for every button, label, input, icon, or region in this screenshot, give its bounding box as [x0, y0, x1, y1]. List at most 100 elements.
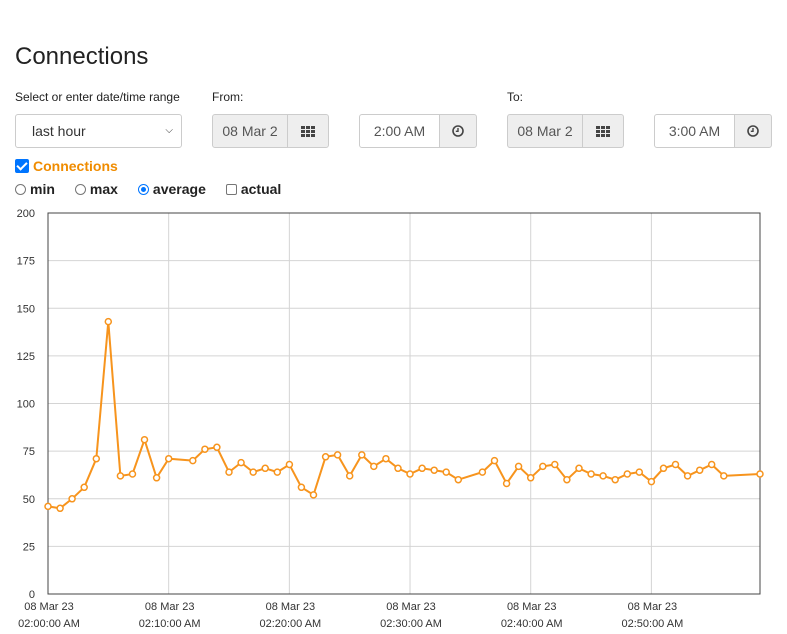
range-select[interactable]: last hour ⌵ — [15, 114, 182, 148]
x-tick-time-label: 02:10:00 AM — [139, 618, 201, 630]
calendar-grid-icon — [596, 125, 610, 137]
data-point — [720, 472, 728, 480]
data-point — [345, 472, 354, 480]
to-date-input[interactable]: 08 Mar 2 — [507, 114, 583, 148]
connections-checkbox[interactable] — [15, 159, 29, 173]
data-point — [104, 317, 113, 326]
data-point — [333, 451, 342, 459]
mode-max-label: max — [89, 181, 118, 197]
data-point — [225, 468, 233, 476]
y-tick-label: 75 — [23, 446, 35, 458]
mode-average-radio[interactable] — [137, 183, 149, 195]
data-point — [164, 454, 173, 463]
calendar-grid-icon — [301, 125, 315, 137]
data-point — [370, 462, 378, 471]
to-time-picker-button[interactable] — [734, 114, 772, 148]
mode-min-radio[interactable] — [15, 183, 26, 195]
data-point — [539, 462, 547, 471]
data-point — [587, 470, 595, 478]
range-select-value: last hour — [32, 123, 86, 139]
data-point — [44, 502, 52, 511]
to-date-picker-button[interactable] — [582, 114, 624, 148]
mode-max-radio[interactable] — [74, 183, 86, 195]
y-tick-label: 150 — [17, 303, 35, 315]
x-tick-date-label: 08 Mar 23 — [507, 601, 557, 613]
data-point — [152, 474, 161, 482]
mode-max-option[interactable]: max — [74, 181, 118, 197]
data-point — [454, 475, 463, 484]
aggregation-mode-group: min max average actual — [15, 181, 301, 197]
data-point — [237, 458, 245, 467]
data-point — [575, 464, 583, 473]
x-tick-date-label: 08 Mar 23 — [24, 601, 74, 613]
data-point — [623, 470, 632, 478]
x-tick-time-label: 02:30:00 AM — [380, 618, 442, 630]
data-point — [490, 456, 499, 465]
data-point — [502, 479, 511, 488]
x-tick-time-label: 02:50:00 AM — [621, 618, 683, 630]
clock-icon — [747, 125, 759, 137]
data-point — [647, 477, 656, 486]
from-date-picker-button[interactable] — [287, 114, 329, 148]
data-point — [321, 453, 330, 461]
data-point — [430, 466, 438, 474]
data-point — [563, 475, 571, 484]
data-point — [68, 495, 76, 503]
data-point — [394, 464, 402, 473]
clock-icon — [452, 125, 464, 137]
range-label: Select or enter date/time range — [15, 90, 180, 104]
chevron-down-icon: ⌵ — [165, 125, 173, 136]
from-date-input[interactable]: 08 Mar 2 — [212, 114, 288, 148]
y-tick-label: 200 — [17, 208, 35, 220]
data-point — [56, 504, 64, 513]
x-tick-time-label: 02:40:00 AM — [501, 618, 563, 630]
x-tick-time-label: 02:20:00 AM — [259, 618, 321, 630]
data-point — [551, 460, 559, 469]
data-point — [659, 464, 668, 473]
plot-area-frame — [47, 212, 761, 595]
data-point — [418, 464, 426, 473]
data-point — [599, 472, 607, 480]
data-point — [526, 474, 535, 482]
connections-chart: 0 25 50 75 100 125 150 175 200 08 Mar 23 02:00:00 … — [17, 208, 764, 630]
data-point — [671, 460, 680, 469]
data-point — [213, 443, 221, 452]
to-label: To: — [507, 90, 524, 104]
mode-actual-option[interactable]: actual — [225, 181, 282, 197]
to-time-input[interactable]: 3:00 AM — [654, 114, 735, 148]
data-point — [285, 460, 294, 469]
mode-actual-checkbox[interactable] — [225, 183, 237, 195]
data-point — [707, 460, 716, 469]
data-point — [406, 470, 414, 478]
data-point — [683, 472, 692, 480]
x-tick-date-label: 08 Mar 23 — [266, 601, 316, 613]
connections-series-toggle[interactable]: Connections — [15, 158, 118, 174]
mode-average-option[interactable]: average — [137, 181, 206, 197]
data-point — [140, 435, 149, 444]
y-tick-label: 175 — [17, 256, 35, 268]
y-tick-label: 100 — [17, 399, 35, 411]
from-label: From: — [212, 90, 244, 104]
data-point — [478, 468, 487, 476]
y-tick-label: 125 — [17, 351, 35, 363]
mode-min-option[interactable]: min — [15, 181, 55, 197]
data-point — [116, 472, 125, 480]
page-title: Connections — [15, 43, 149, 70]
mode-min-label: min — [30, 181, 55, 197]
data-point — [756, 470, 764, 478]
data-point — [635, 468, 644, 476]
mode-actual-label: actual — [240, 181, 282, 197]
y-tick-label: 0 — [29, 589, 35, 601]
data-point — [358, 451, 366, 459]
data-point — [92, 454, 101, 463]
data-point — [128, 470, 137, 478]
from-time-picker-button[interactable] — [439, 114, 477, 148]
data-point — [611, 475, 619, 484]
from-time-input[interactable]: 2:00 AM — [359, 114, 440, 148]
data-point — [80, 483, 88, 492]
y-tick-label: 25 — [23, 541, 35, 553]
data-point — [249, 468, 257, 476]
connections-checkbox-label: Connections — [33, 158, 118, 174]
x-tick-time-label: 02:00:00 AM — [18, 618, 80, 630]
mode-average-label: average — [152, 181, 206, 197]
